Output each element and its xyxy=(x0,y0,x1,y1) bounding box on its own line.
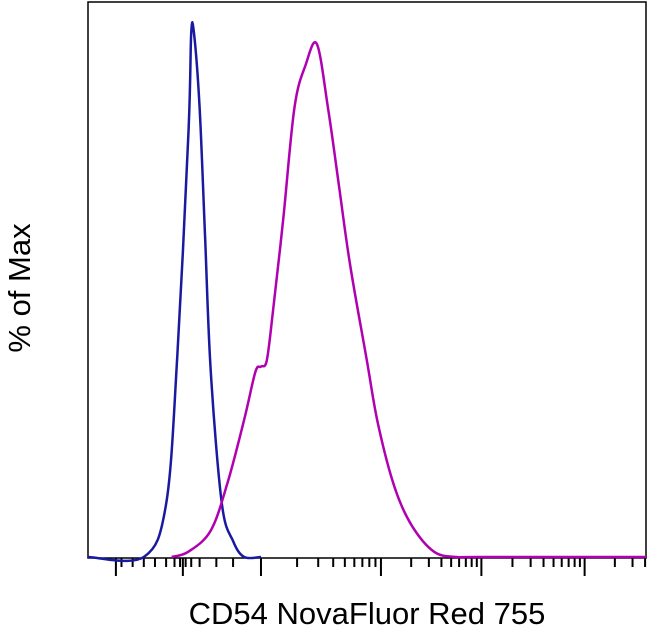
y-axis-title: % of Max xyxy=(2,223,37,353)
series-group xyxy=(87,21,646,563)
series-line-2 xyxy=(171,41,646,559)
x-axis-title: CD54 NovaFluor Red 755 xyxy=(189,596,546,631)
x-axis-ticks xyxy=(114,558,647,576)
series-line-1 xyxy=(87,21,262,563)
plot-frame xyxy=(87,1,647,559)
